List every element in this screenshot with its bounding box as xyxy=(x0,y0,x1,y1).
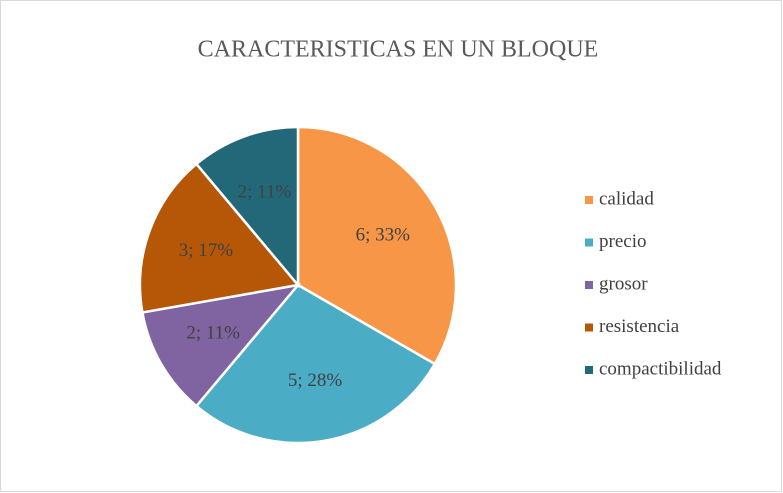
legend-label: calidad xyxy=(599,188,654,209)
chart-title: CARACTERISTICAS EN UN BLOQUE xyxy=(198,37,599,63)
legend-swatch xyxy=(585,196,593,204)
legend-swatch xyxy=(585,281,593,289)
legend-swatch xyxy=(585,323,593,332)
data-label: 3; 17% xyxy=(179,240,234,261)
legend-label: resistencia xyxy=(599,316,680,337)
data-label: 2; 11% xyxy=(238,181,292,202)
data-label: 5; 28% xyxy=(288,370,343,391)
data-label: 6; 33% xyxy=(356,224,411,245)
pie-slice xyxy=(296,125,458,366)
legend-label: compactibilidad xyxy=(599,358,722,379)
pie-slice xyxy=(194,125,300,289)
legend-label: grosor xyxy=(599,273,648,294)
pie-slice xyxy=(140,283,302,408)
pie-slice xyxy=(194,283,437,445)
legend-swatch xyxy=(585,366,593,374)
pie-slice xyxy=(138,162,301,314)
legend-label: precio xyxy=(599,231,646,252)
data-label: 2; 11% xyxy=(186,322,240,343)
legend-swatch xyxy=(585,238,593,247)
